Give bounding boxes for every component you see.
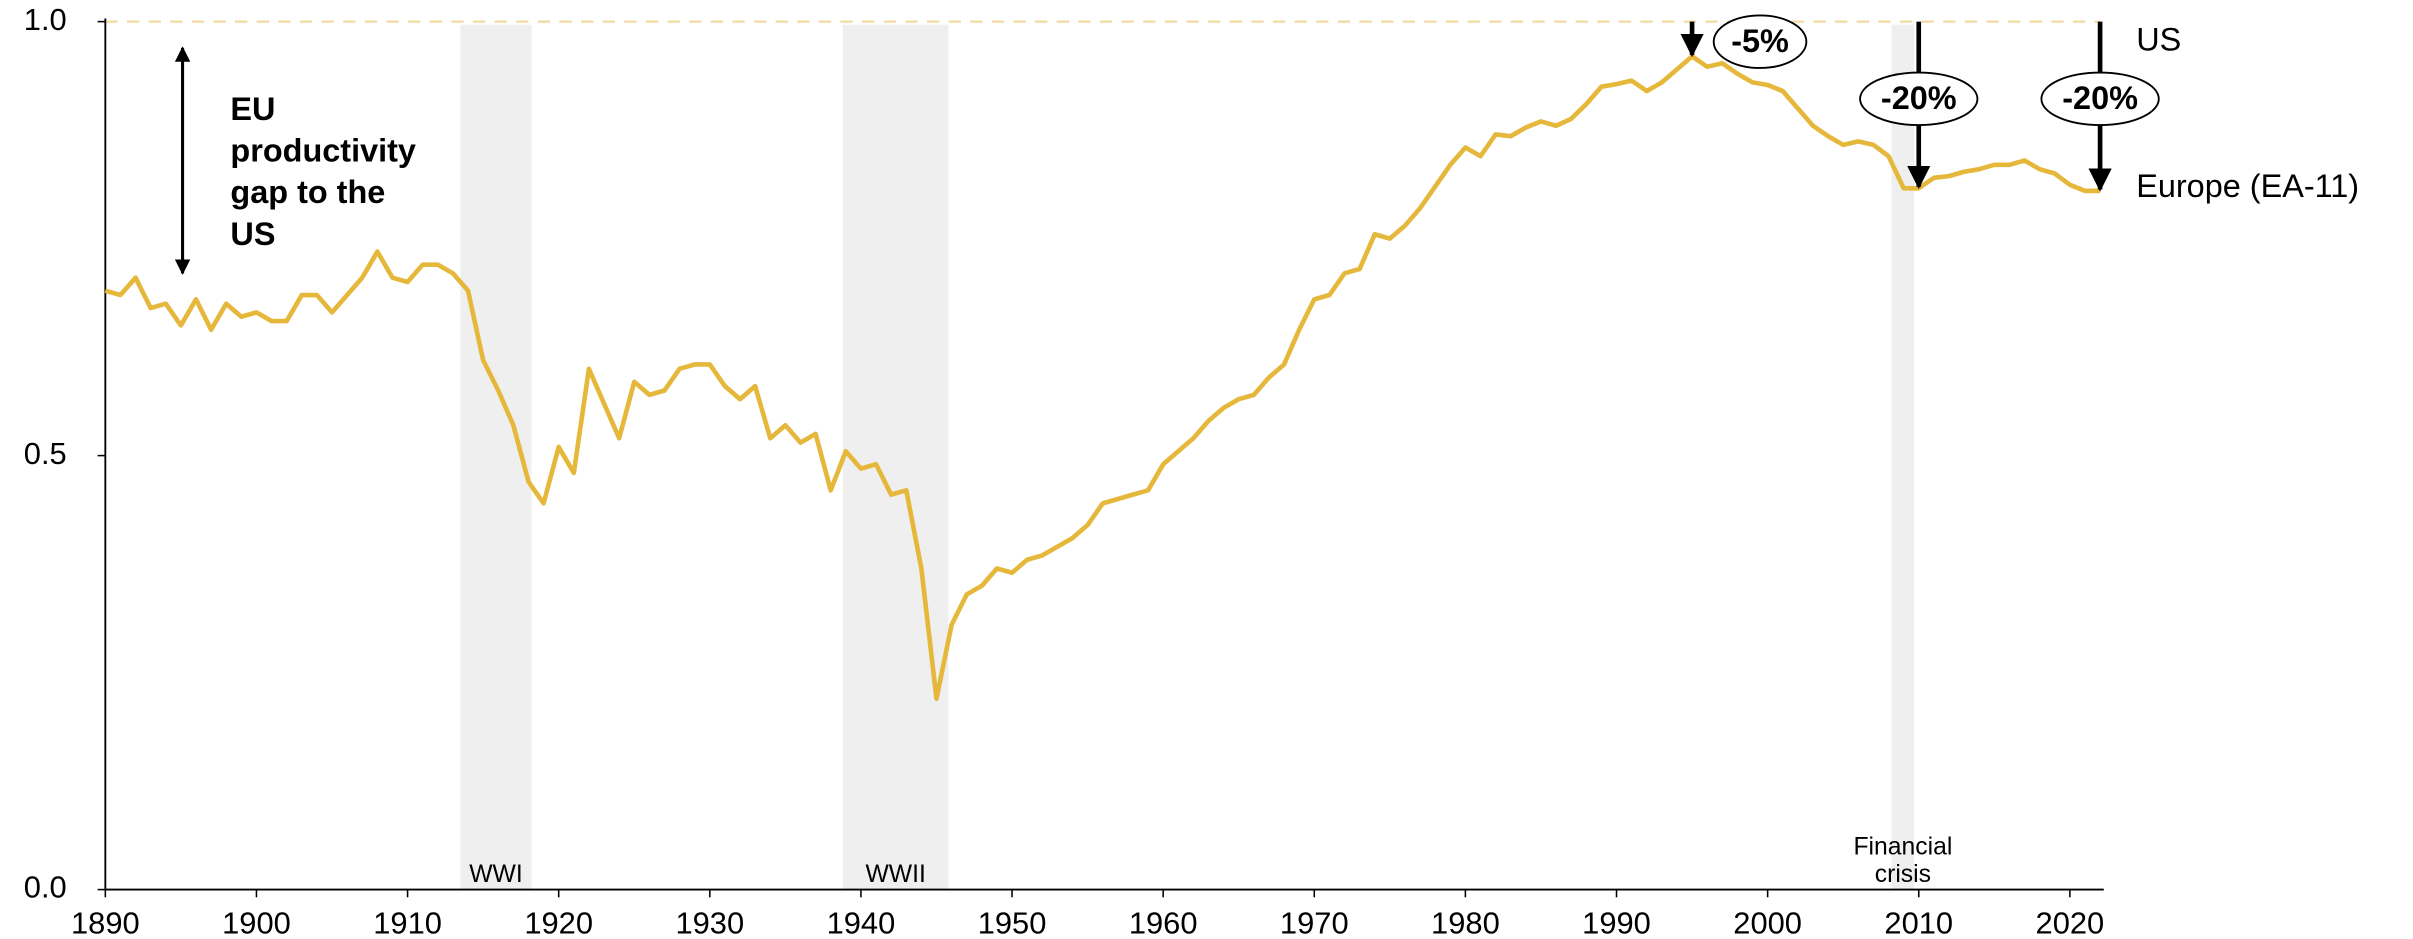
gap-note: productivity [230,132,416,168]
period-label: WWI [469,861,523,888]
reference-label: US [2136,21,2181,57]
shaded-period [1891,24,1915,890]
x-tick-label: 1900 [222,905,291,939]
shaded-period [842,24,949,890]
x-tick-label: 1930 [675,905,744,939]
gap-badge [2040,71,2160,127]
x-tick-label: 1920 [524,905,593,939]
gap-label: -20% [1881,80,1957,116]
gap-badge [1859,71,1979,127]
series-label: Europe (EA-11) [2136,168,2359,204]
x-tick-label: 2020 [2036,905,2105,939]
y-tick-label: 0.0 [24,870,67,905]
x-tick-label: 1960 [1129,905,1198,939]
x-tick-label: 1970 [1280,905,1349,939]
gap-note: EU [230,91,275,127]
gap-label: -20% [2062,80,2138,116]
x-tick-label: 1910 [373,905,442,939]
y-tick-label: 1.0 [24,2,67,37]
y-tick-label: 0.5 [24,436,67,471]
period-label: crisis [1875,861,1931,888]
gap-badge [1712,14,1808,69]
x-tick-label: 2010 [1884,905,1953,939]
gap-label: -5% [1731,23,1789,59]
x-tick-label: 1940 [827,905,896,939]
x-tick-label: 2000 [1733,905,1802,939]
period-label: WWII [866,861,926,888]
x-tick-label: 1980 [1431,905,1500,939]
series-line [104,54,2101,701]
x-tick-label: 1990 [1582,905,1651,939]
x-tick-label: 1950 [978,905,1047,939]
x-tick-label: 1890 [71,905,140,939]
gap-note: gap to the [230,174,385,210]
gap-note: US [230,216,275,252]
period-label: Financial [1853,833,1952,860]
